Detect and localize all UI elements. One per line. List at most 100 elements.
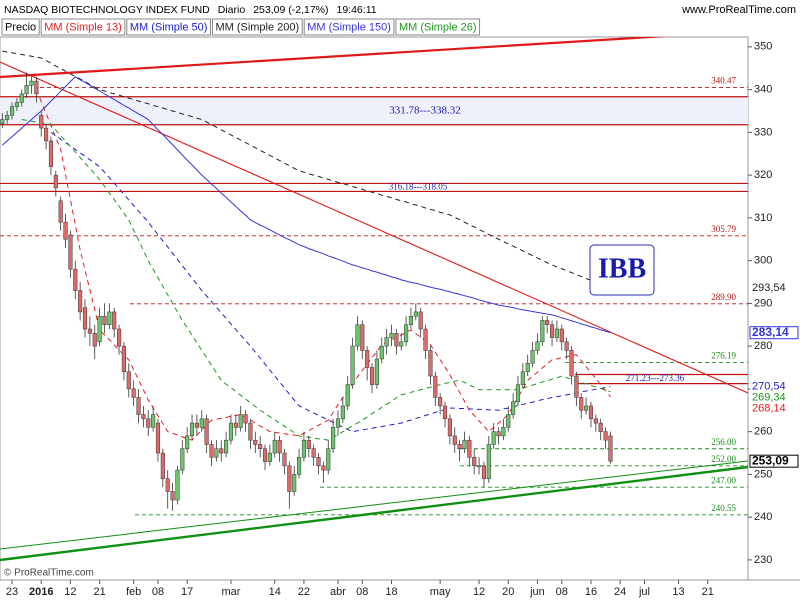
header: NASDAQ BIOTECHNOLOGY INDEX FUND Diario 253… [4,4,377,16]
band-label: 316.18---318.05 [389,182,448,192]
legend-box [395,18,481,36]
candle-body [379,345,384,360]
x-tick-label: 21 [702,586,714,598]
candle-body [579,397,584,411]
symbol: IBB [598,253,646,284]
x-tick-label: 08 [556,586,568,598]
x-tick-label: 18 [385,586,397,598]
candle-body [272,439,277,454]
candle-body [0,119,5,125]
candle-body [170,491,175,501]
candle-body [189,422,195,437]
candle-body [399,341,404,347]
candle-body [185,435,190,449]
candle-body [525,362,530,373]
legend-box [211,18,303,36]
trend-line [0,460,748,550]
level-label: 305.79 [711,224,736,234]
candle-body [292,474,297,492]
candle-body [345,384,350,407]
last-value-label: 283,14 [752,325,789,339]
candle-body [603,431,608,441]
x-tick-label: 13 [672,586,684,598]
candle-body [384,337,389,347]
candle-body [355,324,360,347]
candle-body [224,439,229,454]
time: 19:46:11 [337,4,377,16]
y-tick-label: 300 [754,255,772,267]
candle-body [297,457,302,475]
candle-body [107,311,112,326]
y-tick-label: 250 [754,468,772,480]
last-price: 253,09 (-2,17%) [253,4,328,16]
legend-label: MM (Simple 26) [399,21,477,33]
candle-body [29,80,34,86]
candle-body [175,469,180,501]
candle-body [486,444,491,479]
candle-body [262,448,268,462]
candle-body [549,324,555,338]
candle-body [121,345,126,373]
candle-body [569,350,574,377]
candle-body [78,290,83,313]
last-value-label: 269,34 [752,391,786,403]
candle-body [481,465,486,479]
candle-body [496,431,501,437]
legend: Precio MM (Simple 13) MM (Simple 50) MM (Si… [1,18,481,36]
x-tick-label: jun [529,586,545,598]
candle-body [360,324,365,351]
last-value-box [750,282,798,295]
level-label: 252.00 [711,454,736,464]
candle-body [389,333,394,338]
candle-body [92,333,97,347]
candle-body [404,324,409,343]
site: www.ProRealTime.com [681,4,796,16]
candle-body [248,422,253,441]
y-tick-label: 230 [754,554,772,566]
candle-body [413,311,418,317]
level-label: 247.00 [711,475,736,485]
candle-body [219,448,224,454]
candle-body [501,427,506,437]
trend-line [0,61,748,394]
trend-line [0,37,669,79]
candle-body [126,371,131,390]
x-tick-label: 17 [181,586,193,598]
annotations: 331.78---338.32 316.18---318.05 271.23---2… [0,76,748,516]
candle-body [5,114,10,120]
x-tick-label: 22 [298,586,310,598]
candle-body [477,465,482,468]
candle-body [350,345,355,385]
candle-body [282,452,287,467]
candle-body [63,221,68,240]
x-tick-label: 24 [614,586,626,598]
x-tick-label: 12 [64,586,76,598]
candle-body [112,311,117,330]
candle-body [520,371,525,385]
candle-body [564,341,569,351]
candle-body [423,328,428,351]
candle-body [467,439,472,458]
candle-body [87,328,92,334]
moving-average [50,131,611,433]
last-value-box [749,326,799,340]
candle-body [452,435,457,445]
last-value-box [750,391,798,404]
legend-box [40,18,126,36]
candle-body [306,439,311,449]
candle-body [199,418,204,428]
x-tick-label: 12 [473,586,485,598]
axes: 2302402502602702802903003103203303403502… [6,41,799,598]
y-tick-label: 240 [754,511,772,523]
candle-body [365,350,370,368]
candle-body [258,444,263,449]
candle-body [180,448,185,471]
candle-body [438,397,443,407]
candle-body [238,414,243,428]
trend-line [0,465,748,562]
candle-body [598,422,603,432]
band-label: 271.23---273.36 [626,373,685,383]
level-label: 256.00 [711,437,736,447]
legend-label: Precio [5,21,36,33]
